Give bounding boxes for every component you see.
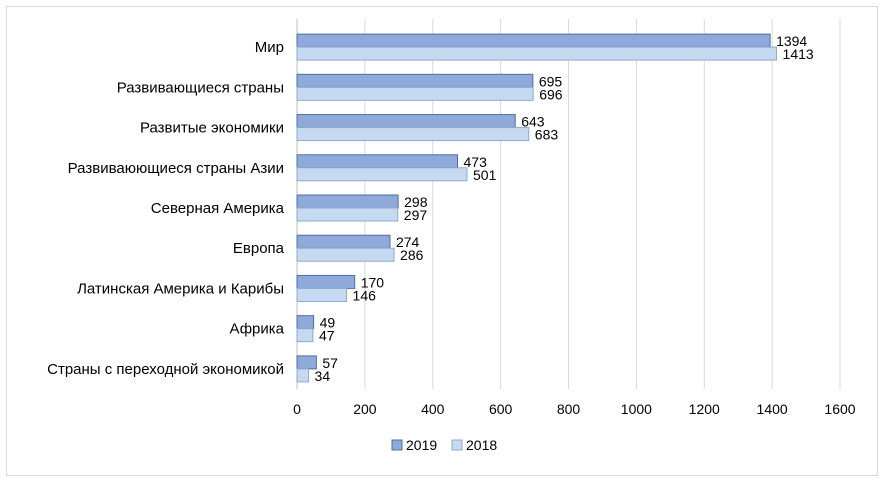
x-tick-label: 1600 [824,401,855,417]
bar-2018 [296,86,534,101]
data-label-2018: 146 [353,287,377,303]
x-tick-label: 400 [421,401,445,417]
category-label: Мир [255,39,284,56]
x-tick-label: 1000 [621,401,652,417]
bar-2018 [296,368,310,383]
data-label-2018: 696 [539,86,563,102]
data-label-2019: 643 [521,114,545,130]
legend-label-2019: 2019 [406,437,437,453]
category-label: Развиваюющиеся страны Азии [68,160,284,177]
category-label: Африка [230,321,285,338]
bars [296,33,778,383]
data-label-2019: 49 [320,315,336,331]
bar-2019 [296,73,534,88]
data-label-2019: 57 [322,355,338,371]
bar-2019 [296,154,459,169]
data-label-2019: 473 [464,154,488,170]
x-tick-label: 600 [489,401,513,417]
data-label-2018: 297 [404,207,428,223]
chart-frame: 0 200 400 600 800 1000 1200 1400 1600 Мир Развива… [6,6,878,476]
category-label: Развивающиеся страны [117,79,284,96]
bar-2019 [296,234,391,249]
legend-swatch-2018 [451,439,463,451]
category-label: Европа [233,240,285,257]
legend-label-2018: 2018 [466,437,497,453]
data-label-2018: 34 [315,368,331,384]
bar-2019 [296,194,399,209]
data-label-2018: 501 [473,167,497,183]
x-tick-label: 200 [353,401,377,417]
x-tick-label: 0 [293,401,301,417]
data-label-2019: 695 [539,73,563,89]
bar-2019 [296,33,771,48]
data-label-2018: 286 [400,247,424,263]
bar-2019 [296,114,516,129]
data-label-2019: 170 [361,274,385,290]
data-label-2018: 1413 [783,46,814,62]
bar-2019 [296,355,317,370]
bar-2018 [296,247,395,262]
bar-2018 [296,127,530,142]
legend-swatch-2019 [391,439,403,451]
data-label-2019: 1394 [776,33,807,49]
bar-2018 [296,287,348,302]
category-label: Развитые экономики [140,120,284,137]
x-tick-label: 800 [557,401,581,417]
category-label: Северная Америка [151,200,285,217]
x-tick-label: 1200 [689,401,720,417]
legend: 2019 2018 [391,437,497,453]
bar-2018 [296,207,399,222]
bar-2019 [296,315,315,330]
bar-2018 [296,167,468,182]
x-tick-label: 1400 [757,401,788,417]
data-label-2018: 683 [535,127,559,143]
bar-2018 [296,328,314,343]
data-label-2018: 47 [319,328,335,344]
bar-2019 [296,274,356,289]
category-label: Латинская Америка и Карибы [77,280,284,297]
category-label: Страны с переходной экономикой [47,361,284,378]
data-label-2019: 274 [396,234,420,250]
bar-chart: 0 200 400 600 800 1000 1200 1400 1600 Мир Развива… [47,19,856,453]
data-label-2019: 298 [404,194,428,210]
bar-2018 [296,46,778,61]
category-labels: Мир Развивающиеся страны Развитые экономик… [47,39,285,378]
